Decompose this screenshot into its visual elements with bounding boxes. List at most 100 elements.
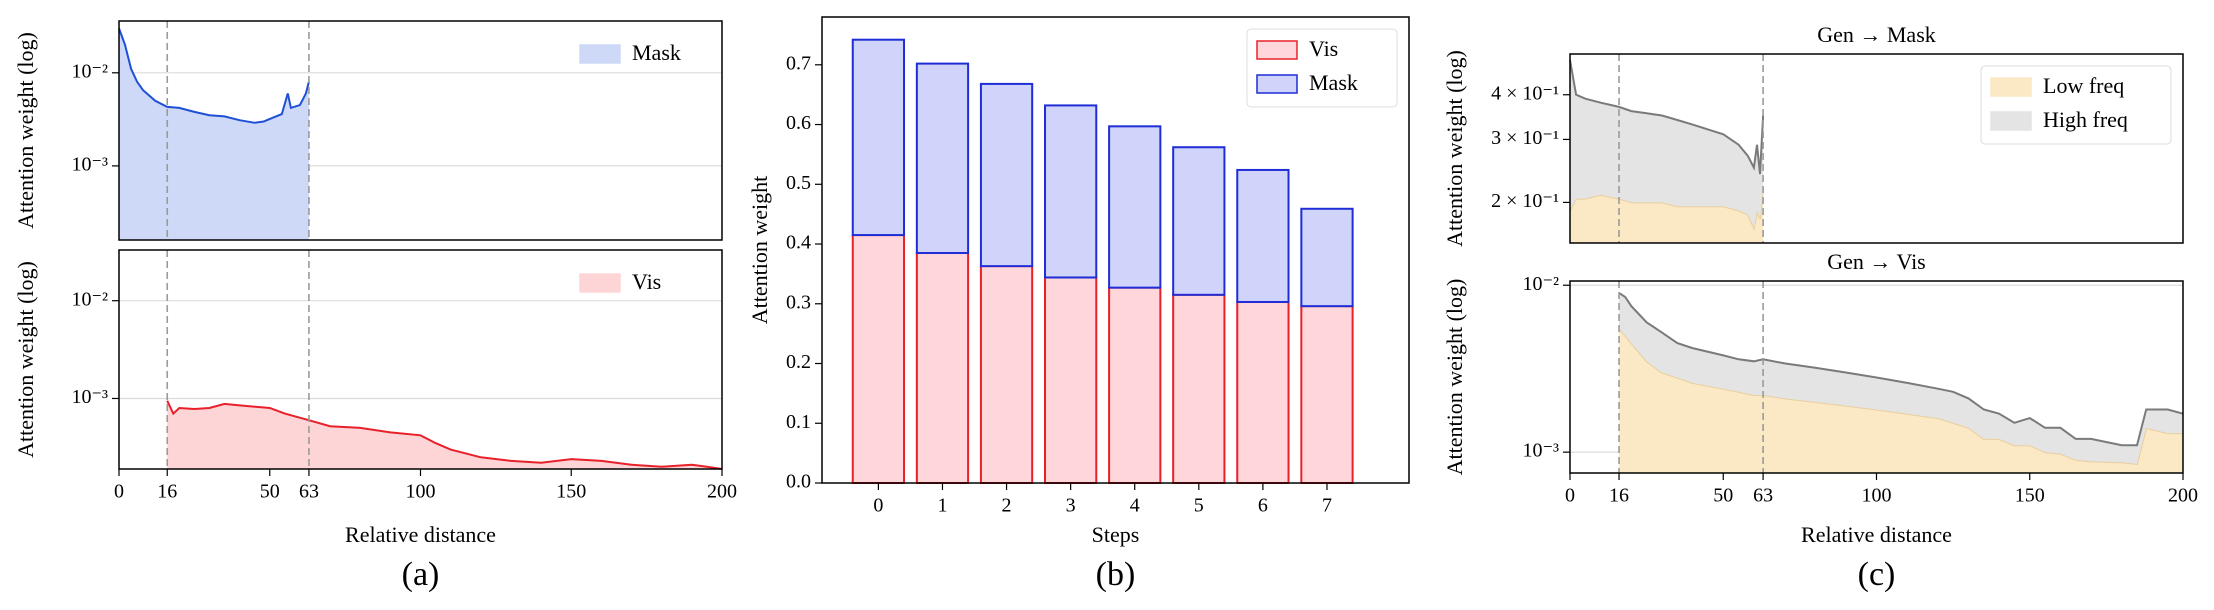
y-axis-label: Attention weight (log) (13, 261, 38, 458)
y-tick-label: 0.7 (786, 52, 811, 74)
x-tick-label: 100 (1862, 485, 1892, 507)
x-axis-label: Relative distance (1801, 522, 1952, 547)
legend-swatch (1990, 111, 2032, 131)
panel: 10⁻² 10⁻³ 0 16 50 63 100 150 200 Gen → Vis Attenti… (1442, 249, 2198, 593)
bar (915, 251, 970, 484)
bar (1044, 104, 1098, 279)
caption: (b) (1096, 556, 1136, 593)
y-tick-label: 10⁻³ (1522, 440, 1559, 462)
legend-label: Vis (632, 269, 661, 294)
x-tick-label: 50 (260, 481, 280, 503)
bar (851, 234, 906, 484)
panel-title: Gen → Mask (1817, 22, 1936, 47)
x-tick-label: 2 (1002, 495, 1012, 517)
x-tick-label: 63 (1753, 485, 1773, 507)
y-tick-label: 10⁻² (1522, 273, 1559, 295)
y-tick-label: 3 × 10⁻¹ (1491, 127, 1559, 149)
bar (1236, 300, 1290, 484)
area (1619, 328, 2183, 473)
legend-label: High freq (2043, 107, 2128, 132)
x-tick-label: 0 (114, 481, 124, 503)
line (1569, 59, 1765, 175)
x-tick-label: 5 (1194, 495, 1204, 517)
panel: 4 × 10⁻¹ 3 × 10⁻¹ 2 × 10⁻¹ Gen → Mask Attent… (1442, 22, 2184, 247)
area (1619, 292, 2183, 464)
x-tick-label: 0 (1565, 485, 1575, 507)
x-axis-label: Relative distance (345, 522, 496, 547)
legend-label: Vis (1309, 36, 1338, 61)
bar (1108, 286, 1162, 484)
panel: 10⁻² 10⁻³ 0 16 50 63 100 150 200 Attention weight… (13, 249, 737, 593)
x-tick-label: 4 (1130, 495, 1140, 517)
y-tick-label: 2 × 10⁻¹ (1491, 190, 1559, 212)
bar (1172, 146, 1226, 296)
legend-label: Mask (1309, 70, 1358, 95)
axes-frame (1569, 280, 2184, 474)
x-tick-label: 100 (406, 481, 436, 503)
legend-label: Mask (632, 40, 681, 65)
axes-frame (118, 249, 723, 470)
y-tick-label: 0.2 (786, 351, 811, 373)
y-tick-label: 10⁻³ (71, 153, 108, 175)
axes-frame (821, 16, 1410, 484)
y-axis-label: Attention weight (log) (1442, 279, 1467, 476)
x-tick-label: 150 (2015, 485, 2045, 507)
bar (1236, 168, 1290, 303)
x-tick-label: 16 (1609, 485, 1629, 507)
y-tick-label: 0.3 (786, 291, 811, 313)
legend-swatch (579, 273, 621, 293)
y-tick-label: 0.5 (786, 172, 811, 194)
x-tick-label: 150 (556, 481, 586, 503)
bar (1300, 207, 1354, 308)
y-tick-label: 0.1 (786, 411, 811, 433)
axes-frame (1569, 53, 2184, 244)
x-tick-label: 7 (1322, 495, 1332, 517)
legend-label: Low freq (2043, 73, 2124, 98)
area (167, 400, 722, 469)
legend-swatch (1990, 77, 2032, 97)
line (118, 28, 310, 124)
legend-swatch (579, 44, 621, 64)
y-axis-label: Attention weight (log) (13, 32, 38, 229)
y-tick-label: 10⁻³ (71, 386, 108, 408)
bar (979, 82, 1034, 268)
x-tick-label: 0 (873, 495, 883, 517)
y-tick-label: 10⁻² (71, 288, 108, 310)
x-tick-label: 1 (937, 495, 947, 517)
x-tick-label: 16 (157, 481, 177, 503)
line (1618, 292, 2184, 447)
y-axis-label: Attention weight (log) (1442, 50, 1467, 247)
caption: (c) (1858, 556, 1896, 593)
bar (915, 62, 970, 254)
legend-swatch (1256, 40, 1298, 60)
x-tick-label: 200 (707, 481, 737, 503)
x-tick-label: 200 (2168, 485, 2198, 507)
panel: 0.0 0.1 0.2 0.3 0.4 0.5 0.6 0.7 0 1 2 3 4 5 6 7 Attentio… (747, 16, 1410, 593)
y-tick-label: 0.0 (786, 471, 811, 493)
caption: (a) (402, 556, 440, 593)
y-tick-label: 0.4 (786, 232, 811, 254)
area (1570, 60, 1764, 228)
panel: 10⁻² 10⁻³ Attention weight (log) Mask (13, 20, 723, 241)
legend-swatch (1256, 74, 1298, 94)
bar (979, 265, 1034, 484)
bar (1108, 125, 1162, 289)
x-tick-label: 3 (1066, 495, 1076, 517)
y-tick-label: 4 × 10⁻¹ (1491, 82, 1559, 104)
y-tick-label: 0.6 (786, 112, 811, 134)
axes-frame (118, 20, 723, 241)
x-tick-label: 50 (1713, 485, 1733, 507)
area (119, 28, 309, 241)
x-tick-label: 6 (1258, 495, 1268, 517)
panel-title: Gen → Vis (1827, 249, 1926, 274)
x-axis-label: Steps (1092, 522, 1140, 547)
bar (851, 38, 906, 237)
bar (1172, 293, 1226, 484)
y-tick-label: 10⁻² (71, 60, 108, 82)
line (166, 400, 723, 470)
bar (1300, 305, 1354, 484)
bar (1044, 276, 1098, 484)
x-tick-label: 63 (299, 481, 319, 503)
